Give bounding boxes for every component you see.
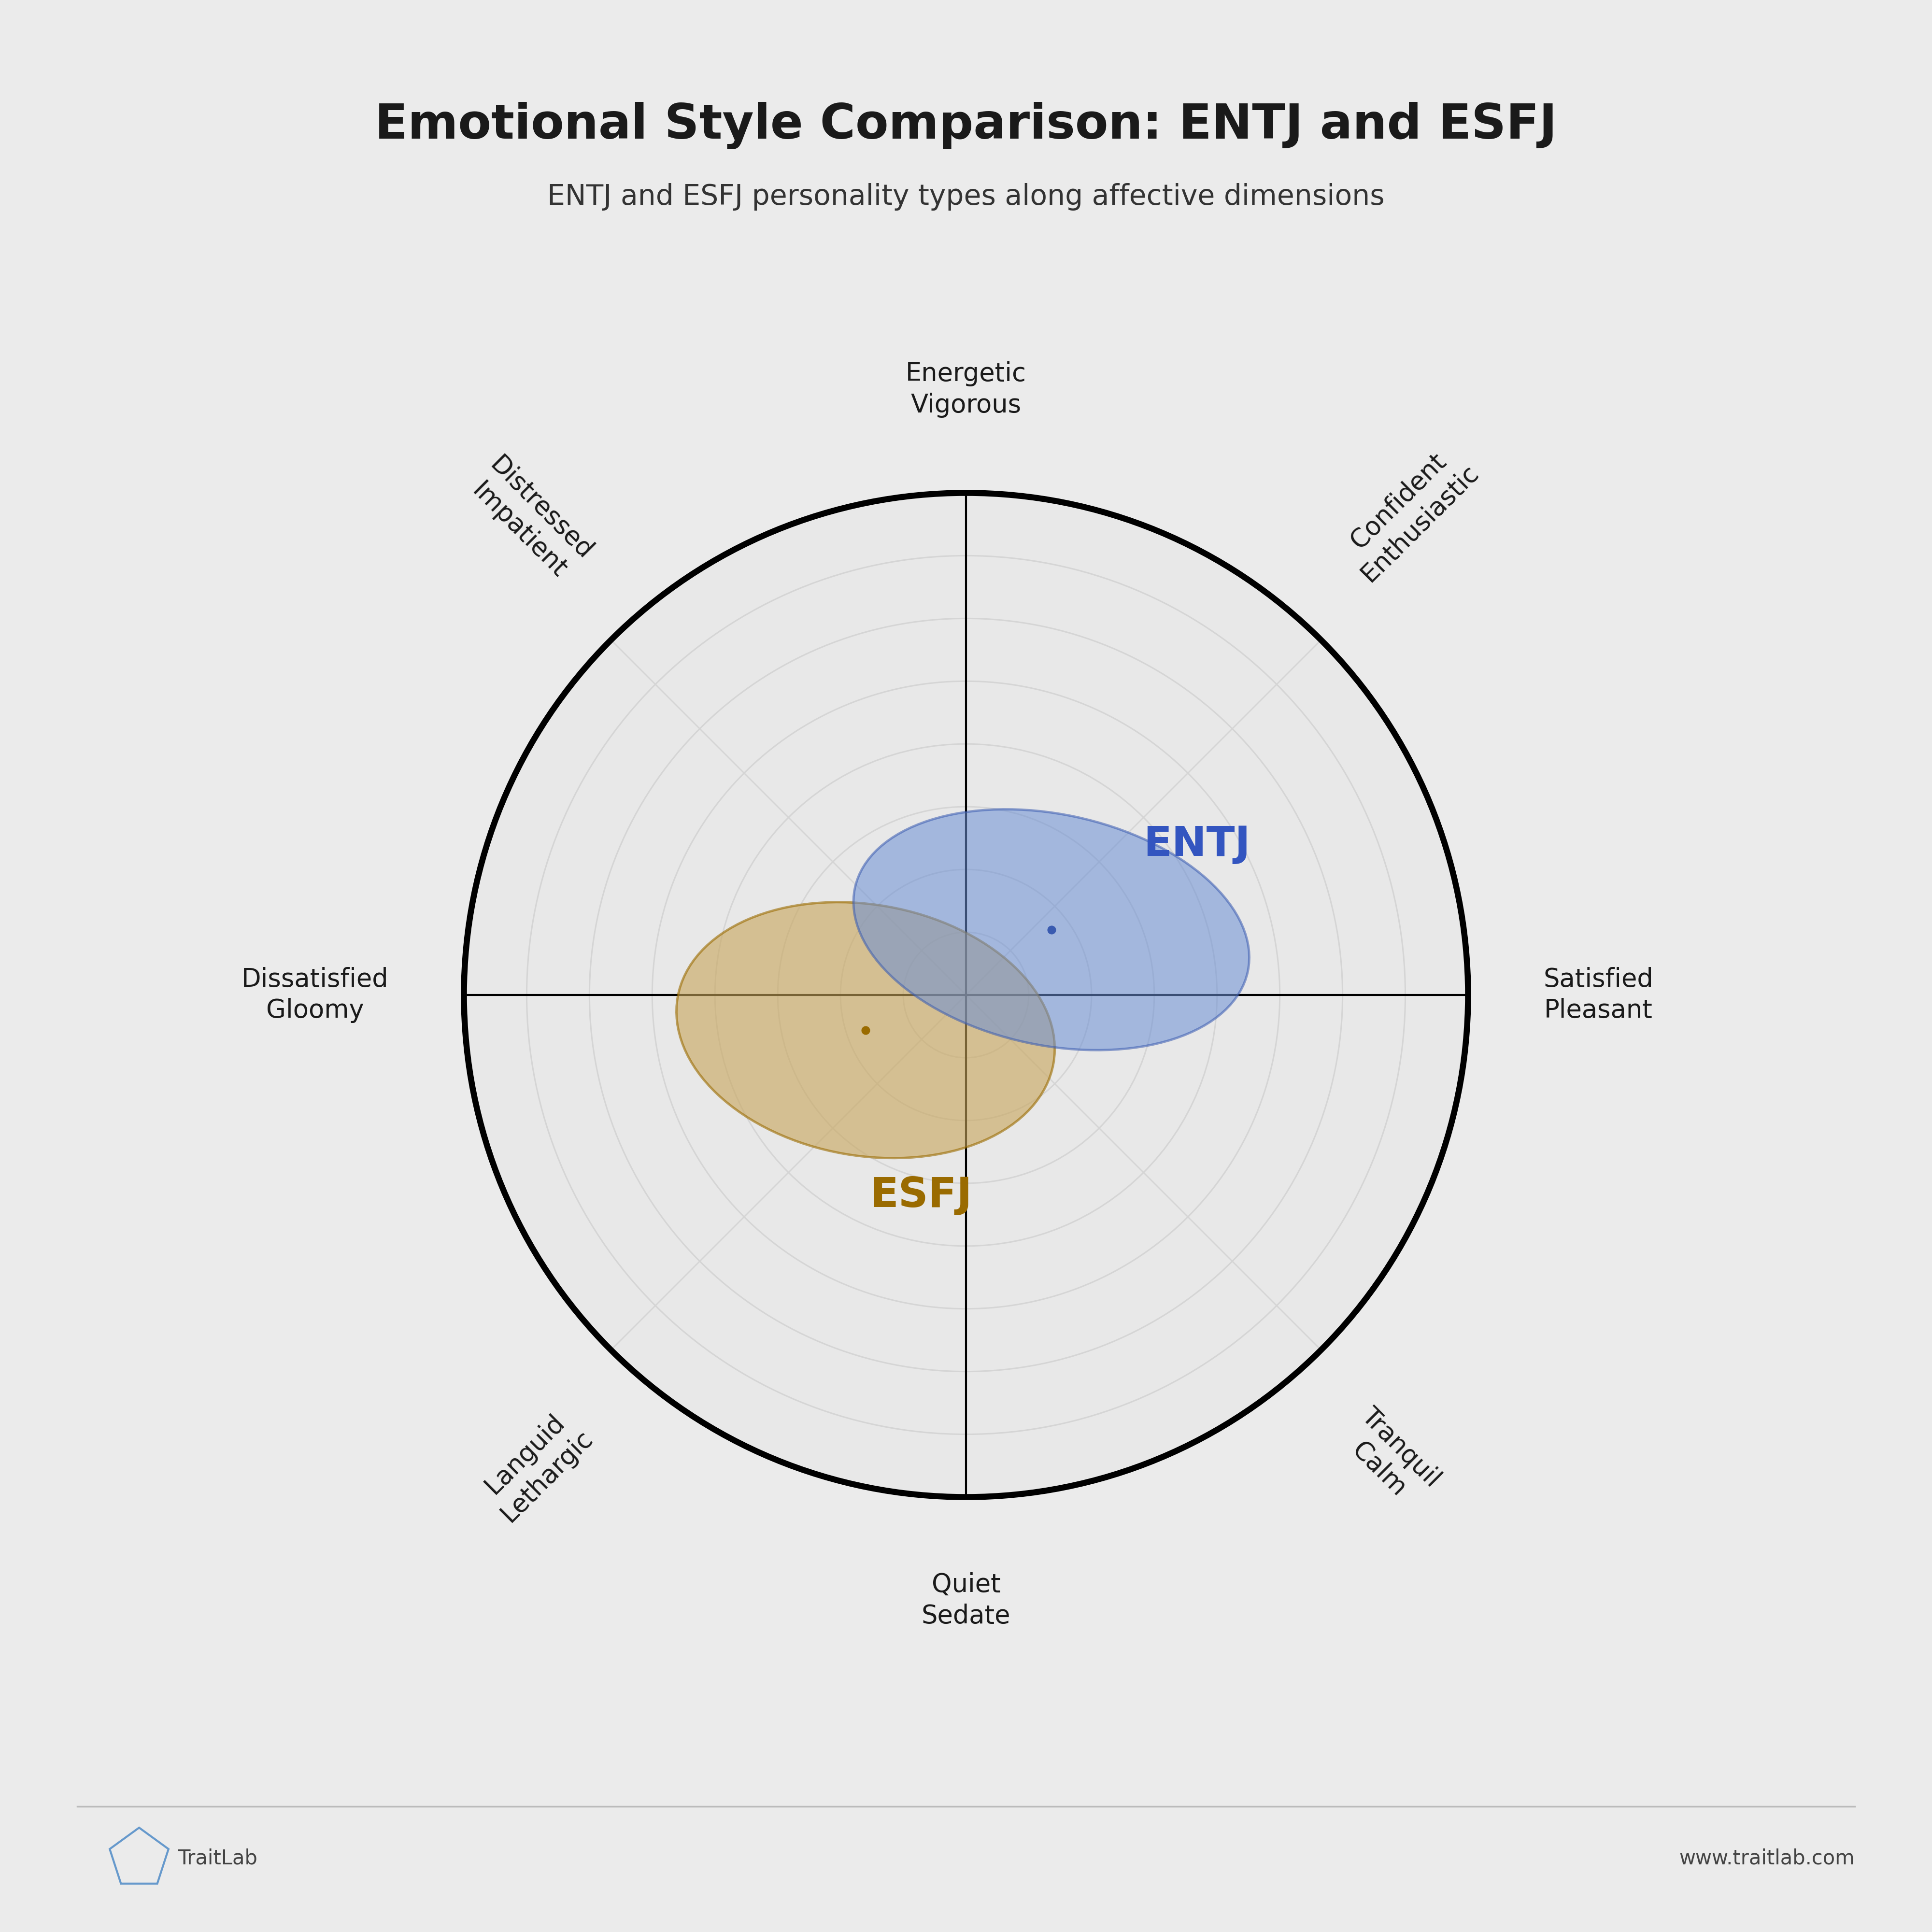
Text: Tranquil
Calm: Tranquil Calm <box>1335 1403 1445 1515</box>
Text: Confident
Enthusiastic: Confident Enthusiastic <box>1335 437 1484 587</box>
Text: ESFJ: ESFJ <box>869 1177 972 1215</box>
Text: Energetic
Vigorous: Energetic Vigorous <box>906 361 1026 417</box>
Text: ENTJ: ENTJ <box>1144 825 1250 864</box>
Text: Quiet
Sedate: Quiet Sedate <box>922 1573 1010 1629</box>
Text: Satisfied
Pleasant: Satisfied Pleasant <box>1544 966 1654 1024</box>
Text: Distressed
Impatient: Distressed Impatient <box>464 452 597 587</box>
Circle shape <box>779 808 1153 1182</box>
Circle shape <box>653 682 1279 1308</box>
Circle shape <box>715 744 1217 1246</box>
Ellipse shape <box>676 902 1055 1157</box>
Circle shape <box>527 556 1405 1434</box>
Text: TraitLab: TraitLab <box>178 1849 257 1868</box>
Text: Dissatisfied
Gloomy: Dissatisfied Gloomy <box>242 966 388 1024</box>
Ellipse shape <box>854 810 1250 1051</box>
Circle shape <box>589 618 1343 1372</box>
Text: ENTJ and ESFJ personality types along affective dimensions: ENTJ and ESFJ personality types along af… <box>547 184 1385 211</box>
Text: Languid
Lethargic: Languid Lethargic <box>473 1403 597 1526</box>
Circle shape <box>904 933 1028 1057</box>
Circle shape <box>840 869 1092 1121</box>
Circle shape <box>464 493 1468 1497</box>
Text: www.traitlab.com: www.traitlab.com <box>1679 1849 1855 1868</box>
Text: Emotional Style Comparison: ENTJ and ESFJ: Emotional Style Comparison: ENTJ and ESF… <box>375 102 1557 149</box>
